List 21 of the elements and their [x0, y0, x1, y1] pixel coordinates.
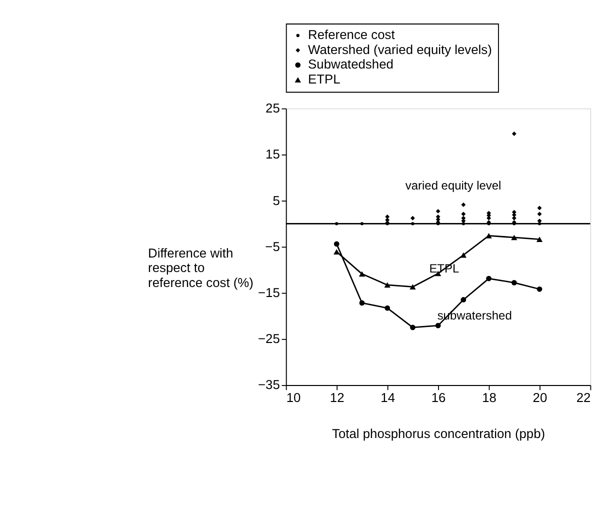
- y-tick-label: 25: [266, 100, 280, 116]
- y-tick-label: 15: [266, 146, 280, 162]
- x-tick-label: 20: [532, 390, 548, 406]
- y-tick-label: 5: [272, 192, 280, 208]
- x-tick-label: 16: [431, 390, 446, 406]
- y-tick-label: −35: [258, 377, 280, 392]
- legend-label: ETPL: [308, 71, 340, 86]
- legend-label: Subwatedshed: [308, 56, 394, 72]
- legend-label: Reference cost: [308, 27, 396, 42]
- x-tick-label: 22: [576, 390, 591, 406]
- legend-label: Watershed (varied equity levels): [308, 42, 492, 57]
- y-tick-label: −25: [258, 331, 280, 346]
- annotation: varied equity level: [405, 178, 502, 193]
- x-axis-title: Total phosphorus concentration (ppb): [332, 426, 546, 442]
- x-tick-label: 12: [330, 390, 344, 406]
- x-tick-label: 14: [380, 390, 395, 406]
- y-tick-label: −15: [258, 284, 280, 300]
- y-axis-title: Difference with respect to reference cost (%): [148, 245, 254, 290]
- x-tick-label: 10: [286, 390, 301, 406]
- y-tick-label: −5: [265, 238, 280, 254]
- x-tick-label: 18: [482, 390, 496, 406]
